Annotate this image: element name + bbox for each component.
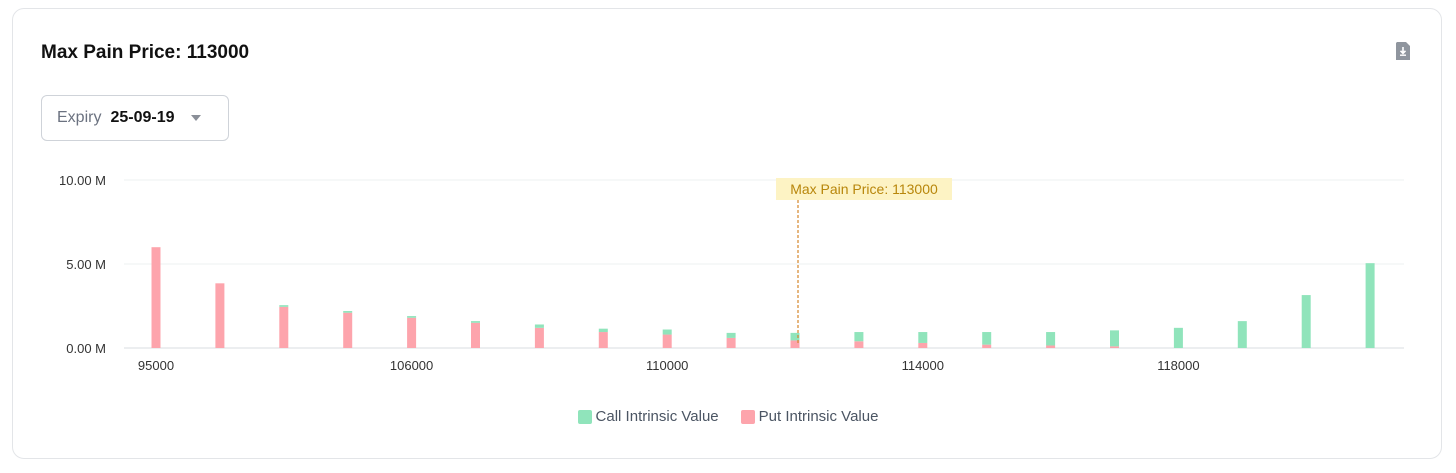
caret-down-icon xyxy=(190,115,201,121)
bar-put xyxy=(407,317,417,348)
bar-put xyxy=(982,344,992,348)
expiry-select[interactable]: Expiry 25-09-19 xyxy=(41,95,229,141)
bar-put xyxy=(279,306,289,348)
bar-put xyxy=(1046,345,1056,348)
bar-put xyxy=(534,327,544,348)
bar-call xyxy=(343,311,353,313)
bar-call xyxy=(1046,332,1056,346)
max-pain-label-bg xyxy=(776,178,952,200)
y-tick-label: 5.00 M xyxy=(66,257,106,272)
page-title: Max Pain Price: 113000 xyxy=(41,42,250,63)
legend-swatch-call xyxy=(577,409,592,424)
x-tick-label: 95000 xyxy=(138,358,174,373)
bar-call xyxy=(279,305,289,307)
bar-call xyxy=(1173,327,1183,348)
bar-put xyxy=(151,247,161,348)
bar-call xyxy=(918,332,928,343)
bar-put xyxy=(662,334,672,348)
bar-put xyxy=(790,340,800,348)
x-tick-label: 106000 xyxy=(390,358,433,373)
bar-call xyxy=(598,328,608,333)
bar-put xyxy=(918,342,928,348)
expiry-label: Expiry xyxy=(57,109,102,126)
bar-put xyxy=(215,283,225,348)
bar-put xyxy=(854,341,864,348)
expiry-value: 25-09-19 xyxy=(110,109,175,126)
bar-call xyxy=(1110,330,1119,347)
legend-item-call[interactable]: Call Intrinsic Value xyxy=(577,408,719,425)
bar-call xyxy=(854,332,864,342)
y-tick-label: 0.00 M xyxy=(66,341,106,356)
bar-call xyxy=(662,329,672,335)
bar-call xyxy=(982,332,992,345)
x-tick-label: 118000 xyxy=(1157,358,1199,373)
bar-call xyxy=(726,332,736,338)
bar-put xyxy=(726,337,736,348)
chart-legend: Call Intrinsic Value Put Intrinsic Value xyxy=(0,408,1456,425)
bar-call xyxy=(1301,295,1311,348)
max-pain-chart: 0.00 M 5.00 M 10.00 M 95000 106000 110000 1140… xyxy=(59,173,1404,373)
x-tick-label: 114000 xyxy=(902,358,944,373)
bar-call xyxy=(1237,321,1247,348)
bar-put xyxy=(343,312,353,348)
bar-put xyxy=(598,332,608,348)
bar-put xyxy=(471,322,480,348)
legend-item-put[interactable]: Put Intrinsic Value xyxy=(740,408,879,425)
bar-call xyxy=(407,316,417,318)
x-tick-label: 110000 xyxy=(646,358,688,373)
legend-label-call: Call Intrinsic Value xyxy=(595,408,719,425)
bar-call xyxy=(534,324,544,328)
bar-call xyxy=(790,332,800,341)
bar-call xyxy=(1365,263,1375,348)
download-file-icon[interactable] xyxy=(1396,42,1410,60)
bar-put xyxy=(1110,346,1119,348)
max-pain-label: Max Pain Price: 113000 xyxy=(790,181,938,197)
legend-swatch-put xyxy=(740,409,755,424)
bar-call xyxy=(471,321,480,323)
chart-card xyxy=(12,8,1442,459)
legend-label-put: Put Intrinsic Value xyxy=(758,408,879,425)
y-tick-label: 10.00 M xyxy=(59,173,106,188)
